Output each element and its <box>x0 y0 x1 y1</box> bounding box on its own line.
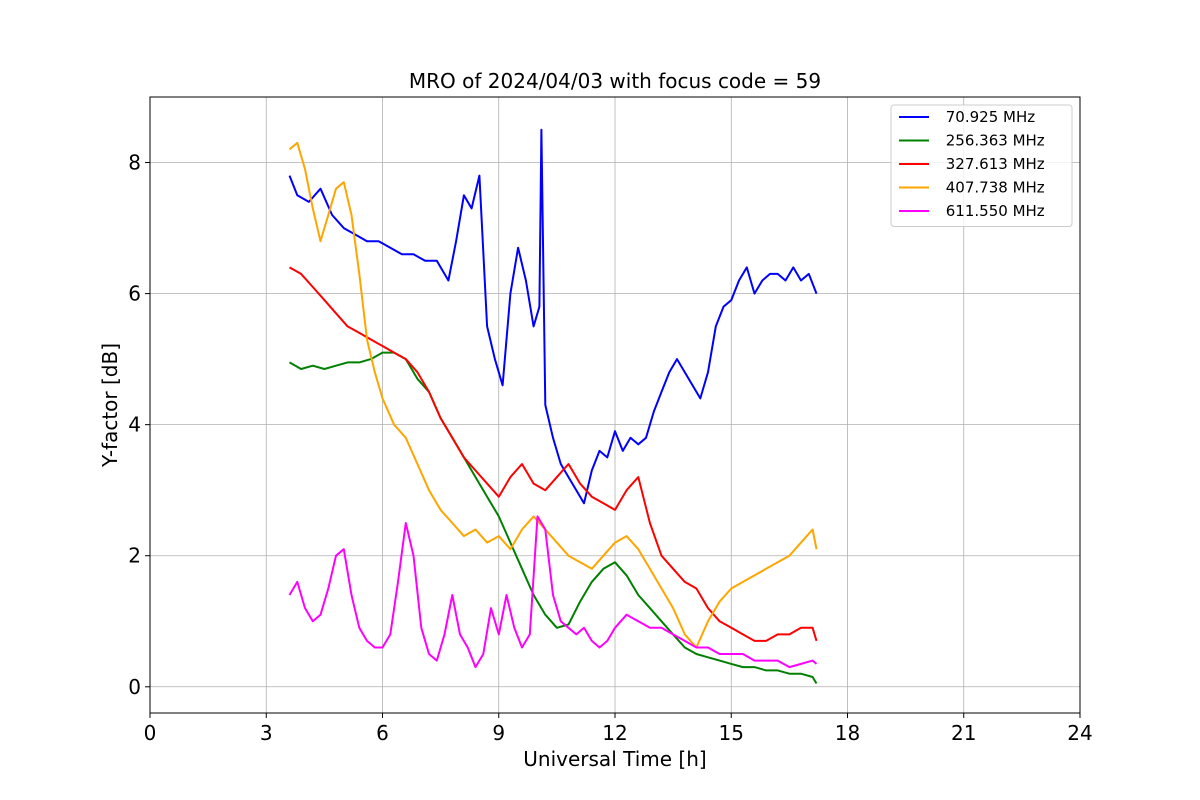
x-axis-title: Universal Time [h] <box>523 747 706 771</box>
series-line-3 <box>289 266 818 642</box>
legend-label: 256.363 MHz <box>941 132 1045 150</box>
x-tick-label: 0 <box>144 721 157 745</box>
x-tick-label: 18 <box>835 721 860 745</box>
chart-title: MRO of 2024/04/03 with focus code = 59 <box>409 69 821 93</box>
y-tick-label: 6 <box>128 282 141 306</box>
x-tick-label: 12 <box>602 721 627 745</box>
x-tick-label: 15 <box>719 721 744 745</box>
y-tick-label: 2 <box>128 544 141 568</box>
legend: 70.925 MHz 256.363 MHz 327.613 MHz 407.7… <box>890 104 1073 227</box>
y-tick-label: 8 <box>128 151 141 175</box>
x-tick-label: 6 <box>376 721 389 745</box>
series-line-2 <box>289 351 818 685</box>
series-line-4 <box>288 141 818 649</box>
legend-box <box>890 104 1073 227</box>
legend-label: 407.738 MHz <box>941 179 1045 197</box>
x-tick-label: 3 <box>260 721 273 745</box>
series-line-1 <box>288 128 818 505</box>
legend-label: 611.550 MHz <box>941 202 1045 220</box>
y-axis-title: Y-factor [dB] <box>98 343 122 468</box>
legend-label: 70.925 MHz <box>941 108 1035 126</box>
x-tick-label: 24 <box>1067 721 1092 745</box>
y-tick-label: 0 <box>128 675 141 699</box>
x-tick-label: 9 <box>492 721 505 745</box>
legend-label: 327.613 MHz <box>941 155 1045 173</box>
y-tick-label: 4 <box>128 413 141 437</box>
series-line-5 <box>288 515 818 669</box>
x-tick-label: 21 <box>951 721 976 745</box>
series-layer <box>288 128 818 685</box>
